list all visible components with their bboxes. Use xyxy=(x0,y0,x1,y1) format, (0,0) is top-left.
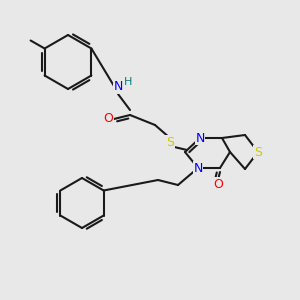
Text: N: N xyxy=(113,80,123,94)
Text: H: H xyxy=(124,77,132,87)
Text: N: N xyxy=(193,161,203,175)
Text: S: S xyxy=(254,146,262,158)
Text: O: O xyxy=(103,112,113,125)
Text: S: S xyxy=(166,136,174,148)
Text: N: N xyxy=(195,131,205,145)
Text: O: O xyxy=(213,178,223,190)
